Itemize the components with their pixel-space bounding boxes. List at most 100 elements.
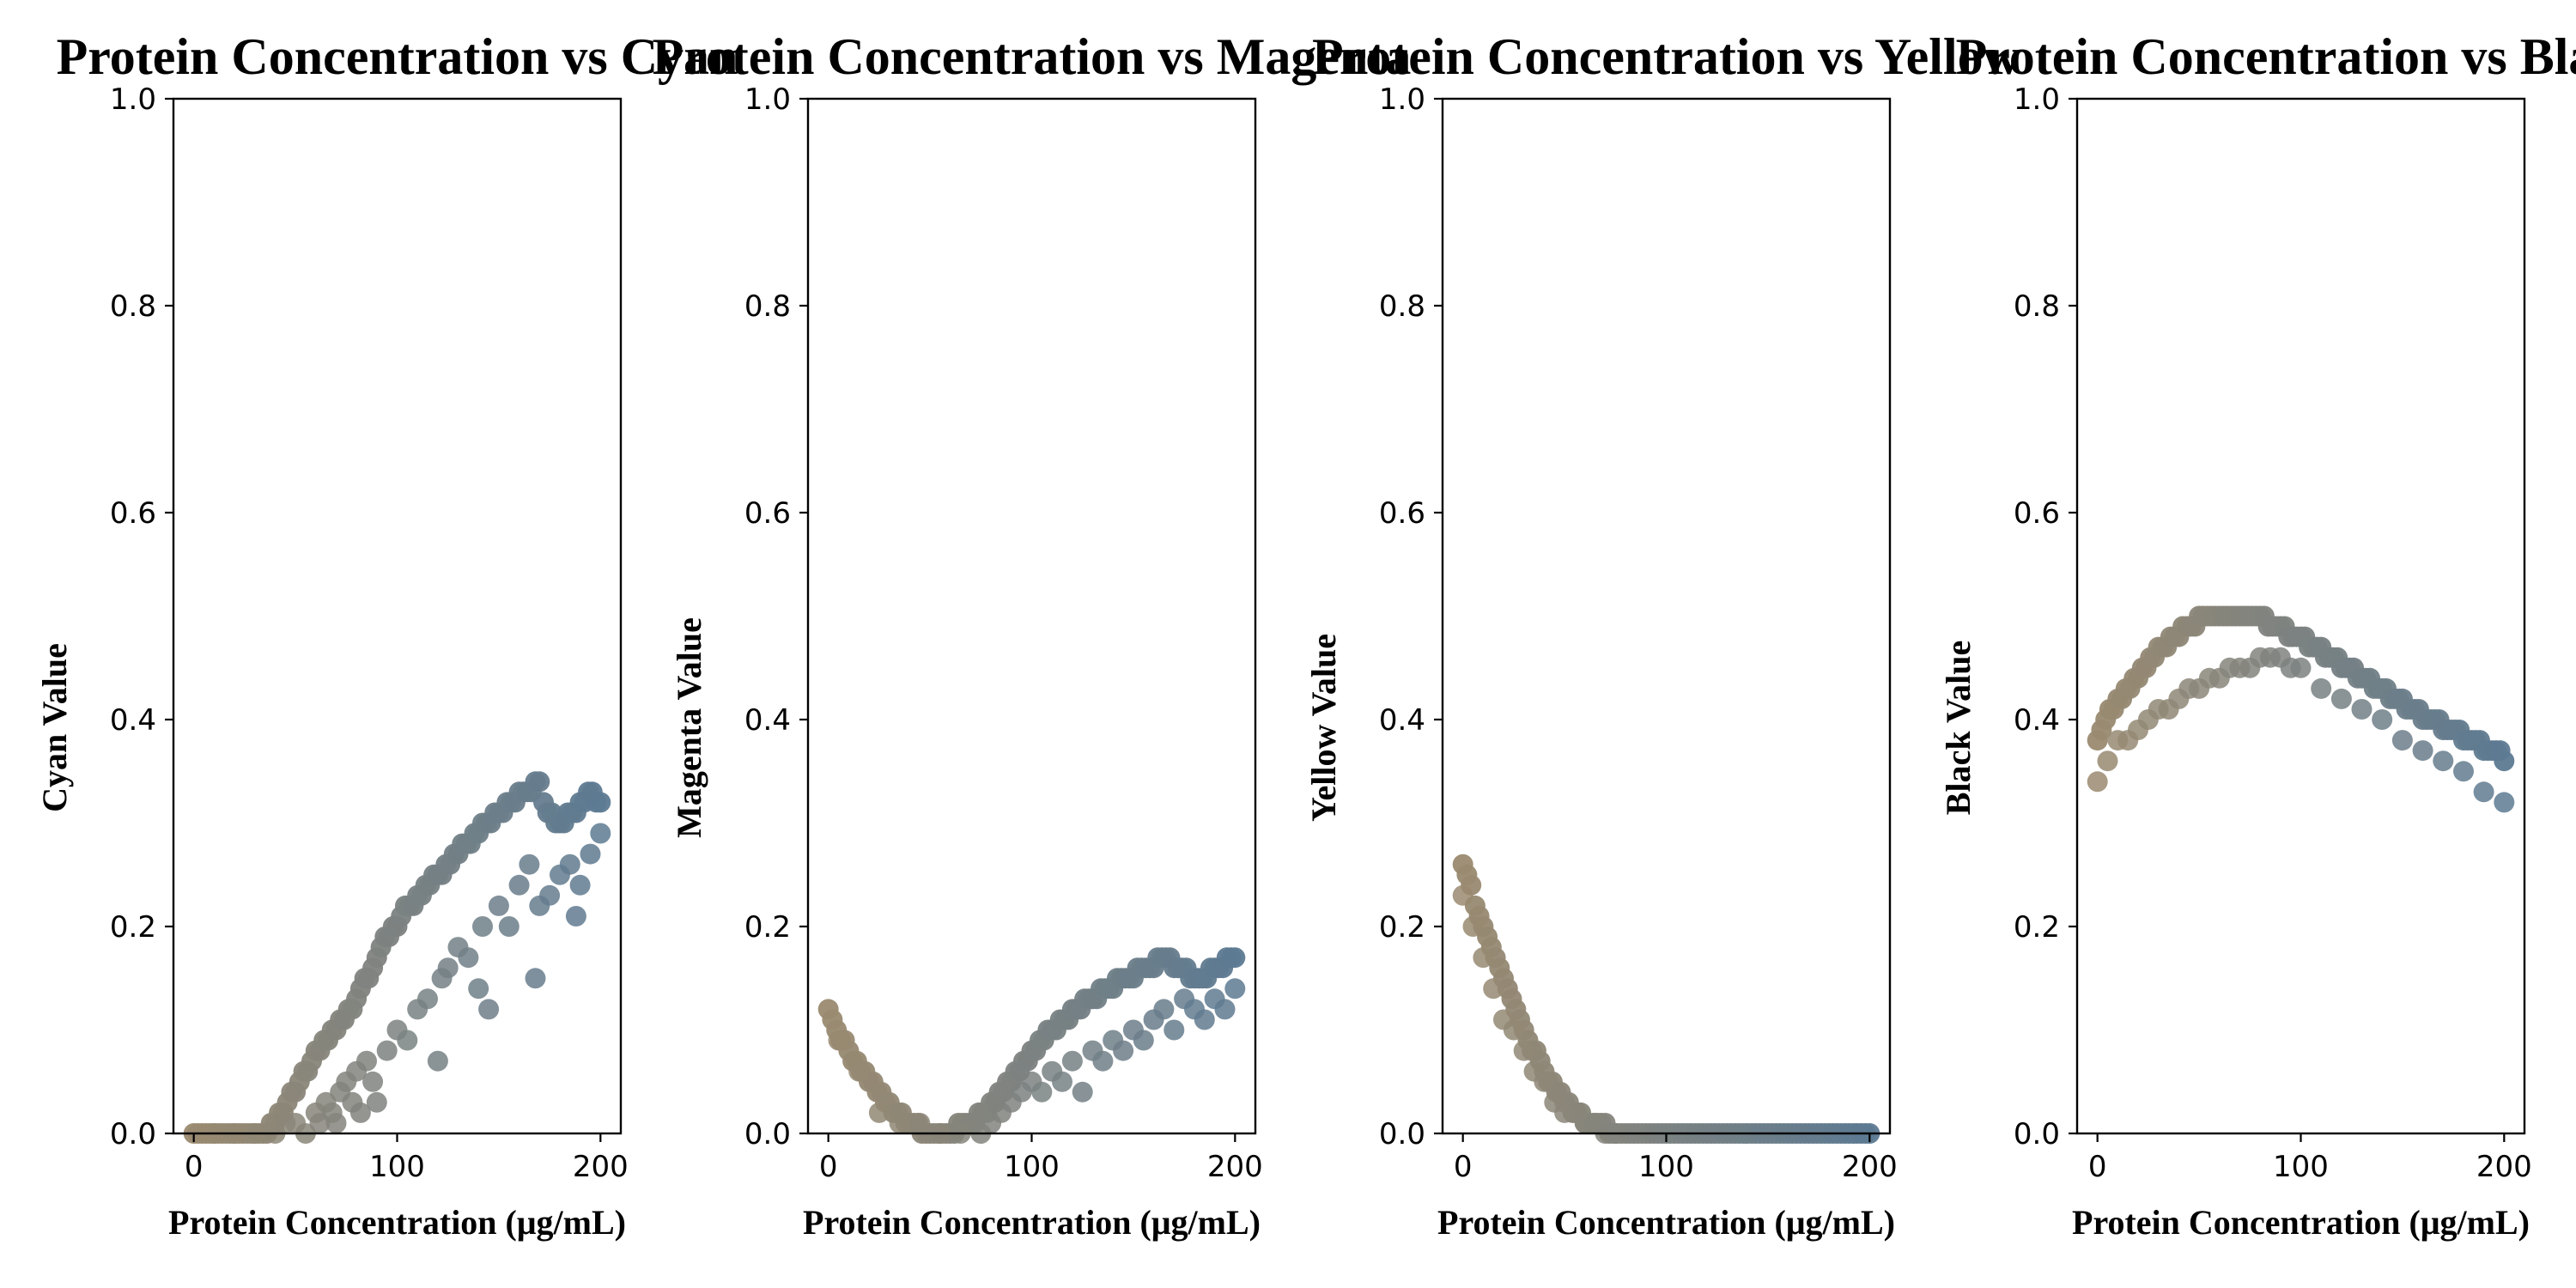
- scatter-point: [1473, 947, 1494, 969]
- scatter-point: [437, 957, 459, 979]
- x-tick-label: 100: [2273, 1150, 2329, 1184]
- scatter-point: [2391, 730, 2413, 751]
- scatter-point: [1153, 999, 1175, 1020]
- y-tick-label: 0.8: [110, 289, 156, 324]
- x-tick-label: 200: [573, 1150, 629, 1184]
- scatter-point: [508, 874, 530, 896]
- scatter-point: [2433, 750, 2454, 772]
- chart-title: Protein Concentration vs Black: [1956, 28, 2576, 85]
- scatter-point: [1224, 978, 1246, 999]
- scatter-point: [1462, 916, 1484, 937]
- scatter-point: [569, 874, 591, 896]
- y-tick-label: 1.0: [744, 82, 791, 117]
- scatter-point: [498, 916, 519, 937]
- x-tick-label: 100: [1638, 1150, 1694, 1184]
- x-tick-label: 100: [369, 1150, 425, 1184]
- y-tick-label: 0.0: [744, 1117, 791, 1151]
- scatter-point: [458, 947, 479, 969]
- scatter-point: [590, 823, 611, 844]
- scatter-point: [468, 978, 489, 999]
- y-tick-label: 0.6: [744, 496, 791, 531]
- scatter-point: [376, 1040, 398, 1061]
- chart-title: Protein Concentration vs Magenta: [653, 28, 1412, 85]
- scatter-point: [1092, 1050, 1114, 1072]
- scatter-point: [2372, 709, 2393, 730]
- y-axis-label: Cyan Value: [35, 643, 74, 812]
- scatter-point: [868, 1102, 890, 1123]
- scatter-point: [2412, 740, 2433, 762]
- chart-panel-2: 0.0 0.2 0.4 0.6 0.8 1.0 0 100 200 Protein Concent…: [653, 28, 1412, 1242]
- scatter-point: [1061, 1050, 1083, 1072]
- scatter-point: [2087, 771, 2108, 793]
- x-tick-label: 0: [819, 1150, 838, 1184]
- scatter-point: [2453, 761, 2474, 782]
- scatter-point: [2494, 750, 2515, 772]
- scatter-point: [565, 906, 586, 927]
- scatter-point: [1513, 1040, 1534, 1061]
- scatter-point: [525, 968, 546, 989]
- scatter-point: [828, 1030, 849, 1051]
- scatter-point: [580, 843, 601, 865]
- y-tick-label: 0.4: [2014, 703, 2060, 738]
- x-tick-label: 0: [1454, 1150, 1473, 1184]
- y-tick-label: 0.4: [744, 703, 791, 738]
- y-tick-label: 0.4: [110, 703, 156, 738]
- scatter-point: [1452, 884, 1473, 906]
- scatter-point: [1534, 1071, 1555, 1092]
- scatter-point: [519, 854, 540, 875]
- scatter-point: [1031, 1081, 1053, 1103]
- y-tick-label: 0.6: [110, 496, 156, 531]
- scatter-point: [1224, 947, 1246, 969]
- y-tick-label: 0.2: [110, 910, 156, 945]
- scatter-point: [529, 771, 550, 793]
- y-tick-label: 0.6: [2014, 496, 2060, 531]
- scatter-point: [2311, 677, 2332, 699]
- scatter-point: [2494, 792, 2515, 813]
- scatter-point: [366, 1091, 387, 1113]
- scatter-point: [1483, 978, 1504, 999]
- scatter-points: [183, 771, 611, 1144]
- scatter-point: [2097, 750, 2118, 772]
- x-axis-label: Protein Concentration (μg/mL): [1437, 1203, 1895, 1242]
- scatter-point: [1072, 1081, 1093, 1103]
- y-tick-label: 0.8: [744, 289, 791, 324]
- y-tick-label: 1.0: [110, 82, 156, 117]
- y-tick-label: 0.0: [2014, 1117, 2060, 1151]
- x-tick-label: 200: [2476, 1150, 2532, 1184]
- scatter-point: [2330, 688, 2352, 709]
- x-tick-label: 200: [1842, 1150, 1898, 1184]
- y-tick-label: 0.0: [1379, 1117, 1425, 1151]
- y-axis-label: Black Value: [1939, 641, 1978, 815]
- scatter-point: [397, 1030, 418, 1051]
- scatter-points: [2087, 605, 2515, 813]
- scatter-point: [848, 1060, 870, 1082]
- scatter-point: [1052, 1071, 1072, 1092]
- y-tick-label: 0.2: [744, 910, 791, 945]
- scatter-point: [590, 792, 611, 813]
- x-axis-label: Protein Concentration (μg/mL): [2072, 1203, 2530, 1242]
- y-tick-label: 0.2: [1379, 910, 1425, 945]
- scatter-point: [1194, 1009, 1215, 1030]
- y-tick-label: 0.4: [1379, 703, 1425, 738]
- x-tick-label: 0: [2088, 1150, 2107, 1184]
- scatter-point: [1503, 1019, 1524, 1041]
- scatter-point: [349, 1102, 371, 1123]
- scatter-point: [1133, 1030, 1154, 1051]
- scatter-point: [1163, 1019, 1185, 1041]
- y-axis-label: Magenta Value: [670, 617, 708, 838]
- x-axis-label: Protein Concentration (μg/mL): [168, 1203, 626, 1242]
- scatter-point: [417, 988, 438, 1010]
- chart-panel-4: 0.0 0.2 0.4 0.6 0.8 1.0 0 100 200 Protein Concent…: [1939, 28, 2576, 1242]
- scatter-points: [817, 947, 1246, 1144]
- y-tick-label: 1.0: [2014, 82, 2060, 117]
- x-tick-label: 200: [1207, 1150, 1263, 1184]
- scatter-point: [427, 1050, 448, 1072]
- scatter-point: [488, 895, 509, 916]
- scatter-point: [889, 1113, 910, 1133]
- x-tick-label: 100: [1004, 1150, 1060, 1184]
- scatter-point: [472, 916, 493, 937]
- chart-panel-3: 0.0 0.2 0.4 0.6 0.8 1.0 0 100 200 Protein Concent…: [1304, 28, 2021, 1242]
- scatter-point: [478, 999, 500, 1020]
